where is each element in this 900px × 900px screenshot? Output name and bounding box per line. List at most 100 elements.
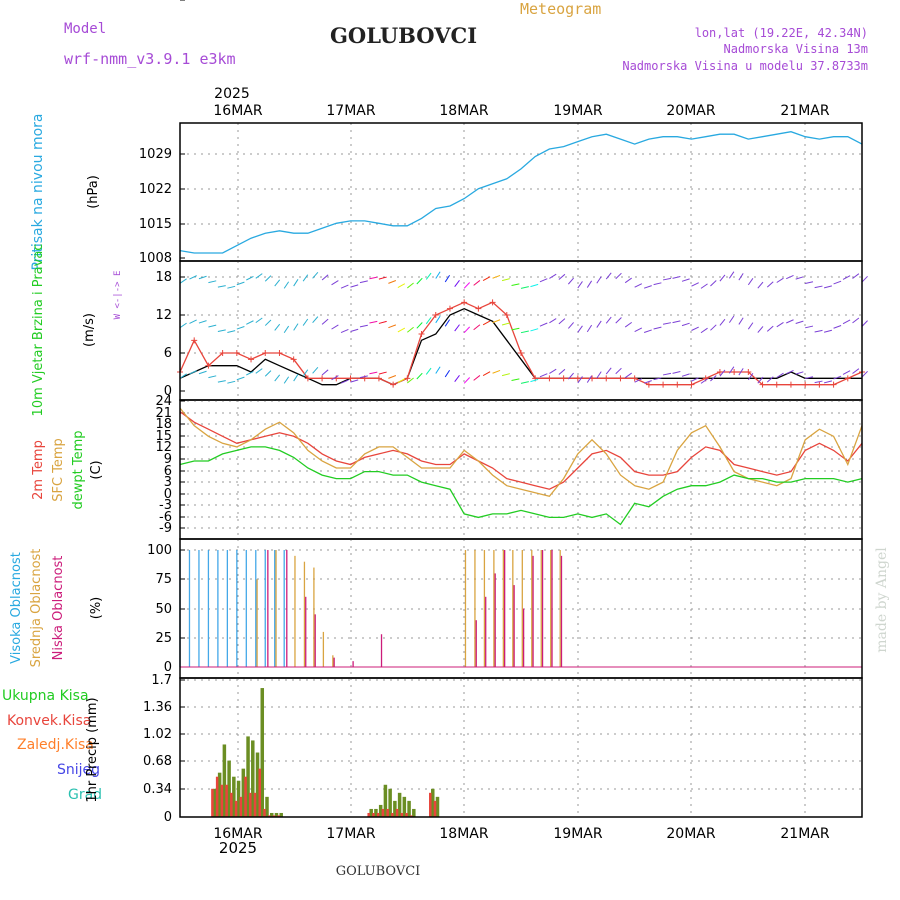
wind-arrow bbox=[246, 275, 254, 281]
wind-arrow bbox=[738, 273, 744, 281]
legend-mid-cloud: Srednja Oblacnost bbox=[29, 549, 44, 668]
wind-arrow bbox=[264, 370, 272, 377]
gust-marker bbox=[503, 312, 510, 318]
precip-conv-bar bbox=[429, 792, 432, 817]
gust-marker bbox=[773, 381, 780, 388]
wind-arrow bbox=[416, 277, 423, 285]
legend-dewpt: dewpt Temp bbox=[71, 430, 86, 509]
wind-arrow bbox=[246, 370, 254, 376]
precip-conv-bar bbox=[230, 792, 233, 817]
wind-arrow bbox=[738, 317, 744, 325]
precip-total-bar bbox=[435, 796, 440, 817]
wind-arrow bbox=[359, 324, 368, 328]
precip-total-bar bbox=[374, 808, 378, 817]
wind-arrow bbox=[672, 320, 681, 324]
wind-arrow bbox=[302, 318, 309, 326]
gust-marker bbox=[191, 337, 198, 344]
model-name: wrf-nmm_v3.9.1 e3km bbox=[64, 50, 236, 68]
wind-arrow bbox=[710, 280, 717, 287]
precip-total-bar bbox=[431, 788, 435, 817]
y-tick-label: 1.36 bbox=[143, 700, 172, 715]
wind-arrow bbox=[492, 369, 501, 374]
y-tick-label: -6 bbox=[159, 510, 172, 525]
precip-total-bar bbox=[412, 808, 416, 817]
gust-marker bbox=[276, 350, 283, 356]
gust-marker bbox=[830, 381, 837, 388]
wind-arrow bbox=[842, 370, 851, 375]
gust-marker bbox=[390, 381, 397, 388]
wind-arrow bbox=[283, 376, 290, 384]
y-tick-label: 0.34 bbox=[143, 782, 172, 797]
precip-total-bar bbox=[232, 776, 236, 817]
wind-arrow bbox=[425, 272, 432, 280]
wind-arrow bbox=[198, 370, 207, 375]
wind-arrow bbox=[198, 320, 207, 324]
wind-arrow bbox=[776, 372, 784, 378]
wind-arrow bbox=[463, 377, 471, 384]
wind-arrow bbox=[511, 283, 520, 286]
wind-arrow bbox=[473, 324, 481, 331]
wind-arrow bbox=[255, 317, 263, 324]
y-tick-label: 0 bbox=[164, 810, 172, 825]
wind-arrow bbox=[407, 282, 414, 289]
wind-arrow bbox=[350, 284, 359, 288]
wind-arrow bbox=[511, 327, 520, 331]
precip-unit: 1hr Precip (mm) bbox=[85, 697, 100, 802]
y-tick-label: 15 bbox=[155, 429, 172, 444]
y-tick-label: 12 bbox=[155, 308, 172, 323]
pressure-unit: (hPa) bbox=[86, 175, 101, 209]
wind-arrow bbox=[227, 380, 236, 384]
precip-total-bar bbox=[236, 780, 241, 817]
wind-arrow bbox=[786, 369, 794, 375]
wind-arrow bbox=[738, 368, 744, 376]
wind-arrow bbox=[634, 327, 643, 333]
precip-total-bar bbox=[274, 812, 279, 817]
wind-arrow bbox=[852, 368, 860, 374]
wind-arrow bbox=[179, 278, 187, 284]
wind-arrow bbox=[208, 375, 217, 379]
wind-arrow bbox=[179, 322, 187, 329]
gust-marker bbox=[262, 350, 269, 356]
precip-total-bar bbox=[246, 736, 250, 817]
wind-arrow bbox=[416, 372, 423, 380]
gust-marker bbox=[631, 375, 638, 382]
legend-precip-total: Ukupna Kisa bbox=[2, 688, 89, 704]
wind-arrow bbox=[340, 379, 349, 384]
wind-arrow bbox=[274, 279, 281, 287]
wind-arrow bbox=[577, 281, 583, 289]
legend-snow: Snijeg bbox=[57, 762, 100, 778]
wind-arrow bbox=[388, 280, 397, 284]
precip-conv-bar bbox=[391, 812, 394, 817]
wind-arrow bbox=[208, 324, 217, 328]
wind-arrow bbox=[539, 322, 548, 327]
top-day-label: 21MAR bbox=[780, 103, 829, 119]
wind-arrow bbox=[444, 369, 451, 378]
precip-conv-bar bbox=[258, 768, 262, 817]
wind-arrow bbox=[321, 369, 329, 376]
wind-arrow bbox=[795, 371, 804, 375]
wind-arrow bbox=[691, 326, 699, 331]
wind-arrow bbox=[388, 324, 397, 329]
wind-arrow bbox=[293, 323, 299, 331]
wind-arrow bbox=[662, 277, 672, 281]
wind-arrow bbox=[227, 285, 236, 289]
y-tick-label: 1.7 bbox=[151, 673, 172, 688]
gust-marker bbox=[446, 305, 453, 312]
temp-unit: (C) bbox=[89, 460, 104, 479]
y-tick-label: 1022 bbox=[139, 182, 172, 197]
legend-temp2m: 2m Temp bbox=[31, 440, 46, 500]
wind-arrow bbox=[786, 319, 794, 324]
wind-arrow bbox=[198, 275, 207, 280]
legend-precip-freezing: Zaledj.Kisa bbox=[17, 737, 94, 753]
credit-watermark: made by Angel bbox=[874, 547, 890, 653]
wind-arrow bbox=[501, 373, 510, 377]
wind-arrow bbox=[274, 374, 281, 382]
wind-arrow bbox=[814, 285, 823, 289]
gust-marker bbox=[205, 362, 212, 369]
gust-marker bbox=[432, 312, 439, 318]
gust-marker bbox=[674, 381, 681, 388]
wind-arrow bbox=[719, 369, 726, 377]
wind-arrow bbox=[833, 375, 842, 380]
wind-arrow bbox=[179, 373, 187, 379]
precip-total-bar bbox=[279, 812, 283, 817]
